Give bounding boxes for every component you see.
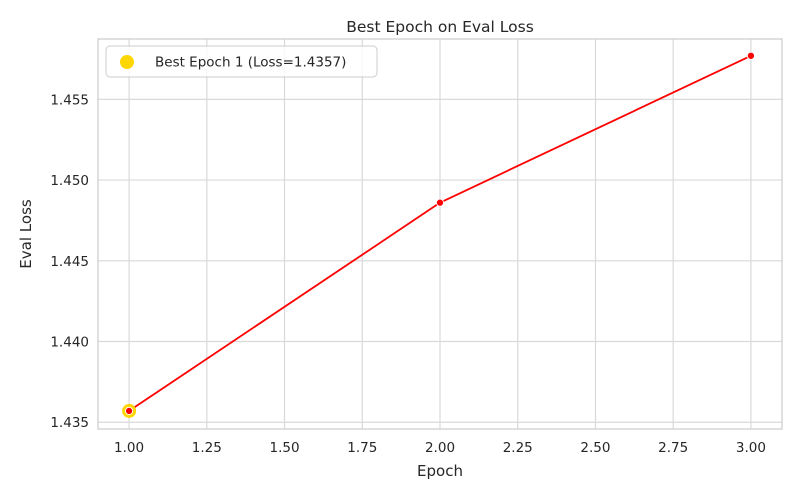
y-tick-label: 1.435 (50, 415, 89, 431)
x-tick-label: 1.50 (270, 440, 300, 456)
x-tick-label: 2.00 (425, 440, 455, 456)
legend-label: Best Epoch 1 (Loss=1.4357) (155, 55, 346, 71)
plot-frame (97, 38, 783, 430)
legend: Best Epoch 1 (Loss=1.4357) (105, 45, 378, 78)
y-tick-label: 1.450 (50, 173, 89, 189)
y-tick-label: 1.445 (50, 254, 89, 270)
x-tick-label: 1.75 (347, 440, 377, 456)
y-axis-title: Eval Loss (17, 199, 35, 269)
data-point (746, 51, 755, 60)
chart-title: Best Epoch on Eval Loss (346, 18, 534, 36)
x-tick-label: 3.00 (736, 440, 766, 456)
x-axis-title: Epoch (417, 462, 463, 480)
legend-marker (120, 55, 134, 69)
legend-box (105, 45, 378, 78)
tick-layer: 1.00 1.25 1.50 1.75 2.00 2.25 2.50 2.75 3.00 1.43… (50, 92, 766, 456)
y-tick-label: 1.440 (50, 335, 89, 351)
x-tick-label: 1.00 (114, 440, 144, 456)
x-tick-label: 2.25 (503, 440, 533, 456)
point-layer (125, 51, 755, 415)
data-point (125, 406, 134, 415)
grid-layer (98, 39, 782, 429)
data-point (435, 198, 445, 207)
x-tick-label: 1.25 (192, 440, 222, 456)
x-tick-label: 2.75 (658, 440, 688, 456)
x-tick-label: 2.50 (580, 440, 610, 456)
y-tick-label: 1.455 (50, 92, 89, 108)
